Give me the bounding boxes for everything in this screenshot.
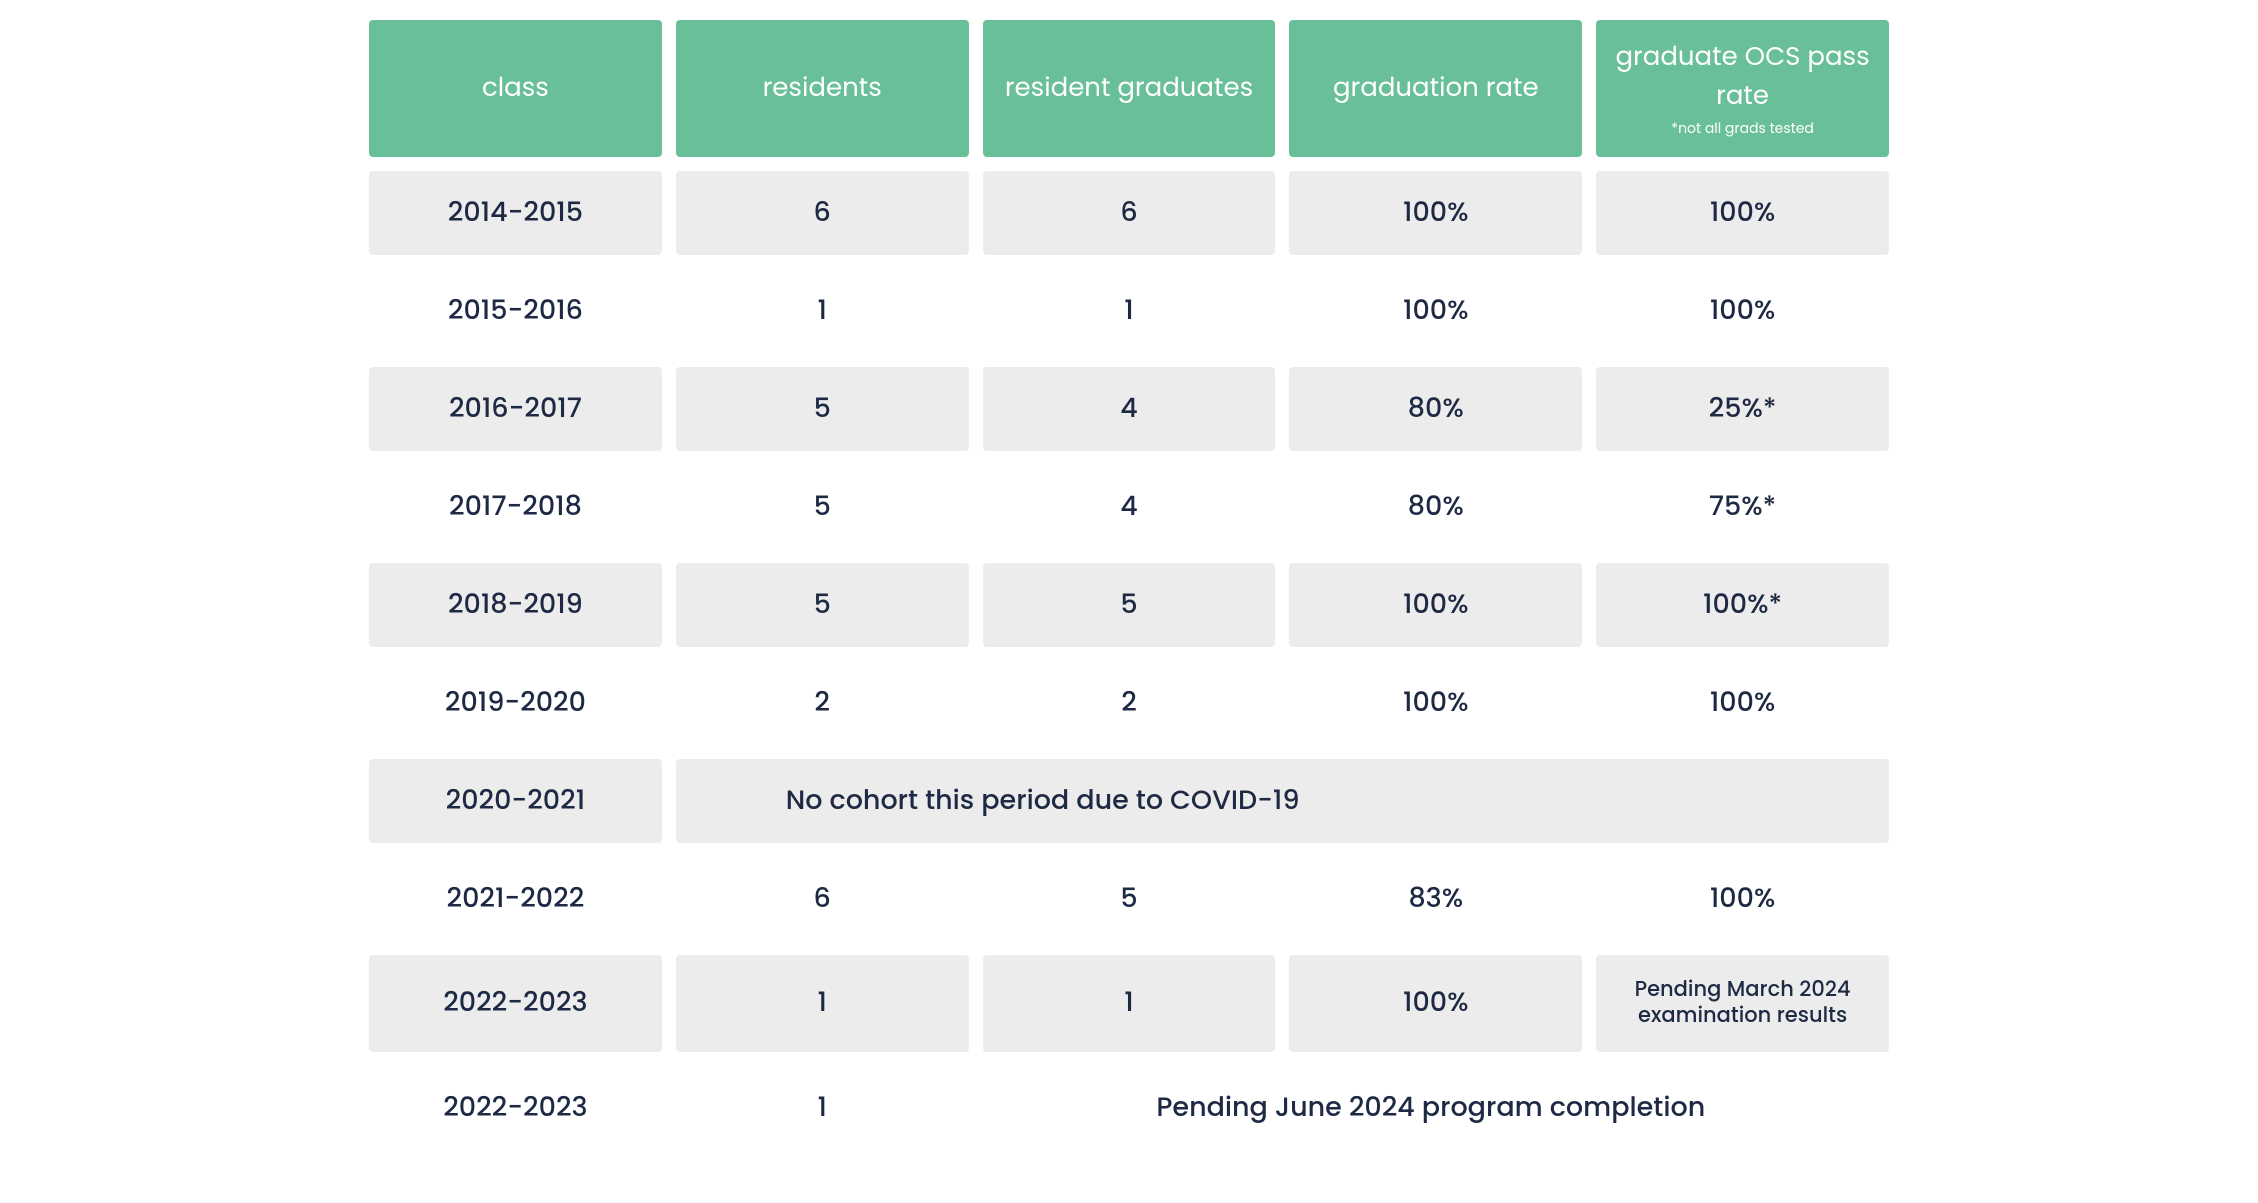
cell-class: 2020-2021 — [369, 759, 662, 843]
cell-class: 2017-2018 — [369, 465, 662, 549]
cell-residents: 1 — [676, 269, 969, 353]
cell-class: 2022-2023 — [369, 955, 662, 1052]
cell-grad-rate: 100% — [1289, 269, 1582, 353]
pending-line: Pending March 2024 — [1635, 977, 1851, 1003]
cell-residents: 1 — [676, 1066, 969, 1150]
residency-outcomes-table: class residents resident graduates gradu… — [369, 20, 1889, 1150]
header-label: class — [482, 69, 549, 108]
pending-line: examination results — [1638, 1003, 1847, 1029]
cell-residents: 6 — [676, 857, 969, 941]
table-header-row: class residents resident graduates gradu… — [369, 20, 1889, 157]
header-ocs-pass-rate: graduate OCS pass rate *not all grads te… — [1596, 20, 1889, 157]
table-row: 2021-2022 6 5 83% 100% — [369, 857, 1889, 941]
cell-graduates: 1 — [983, 269, 1276, 353]
cell-ocs: 100%* — [1596, 563, 1889, 647]
table-row: 2017-2018 5 4 80% 75%* — [369, 465, 1889, 549]
header-class: class — [369, 20, 662, 157]
table-row: 2022-2023 1 1 100% Pending March 2024 ex… — [369, 955, 1889, 1052]
table-row: 2015-2016 1 1 100% 100% — [369, 269, 1889, 353]
cell-class: 2018-2019 — [369, 563, 662, 647]
cell-residents: 5 — [676, 367, 969, 451]
cell-pending-completion-note: Pending June 2024 program completion — [983, 1066, 1889, 1150]
cell-ocs: 100% — [1596, 857, 1889, 941]
header-graduation-rate: graduation rate — [1289, 20, 1582, 157]
cell-residents: 5 — [676, 465, 969, 549]
cell-graduates: 5 — [983, 857, 1276, 941]
cell-graduates: 4 — [983, 367, 1276, 451]
cell-class: 2019-2020 — [369, 661, 662, 745]
cell-residents: 6 — [676, 171, 969, 255]
cell-residents: 2 — [676, 661, 969, 745]
cell-ocs: 75%* — [1596, 465, 1889, 549]
cell-ocs-pending: Pending March 2024 examination results — [1596, 955, 1889, 1052]
cell-ocs: 100% — [1596, 269, 1889, 353]
header-label: graduation rate — [1333, 69, 1539, 108]
cell-graduates: 6 — [983, 171, 1276, 255]
header-residents: residents — [676, 20, 969, 157]
cell-residents: 1 — [676, 955, 969, 1052]
header-subnote: *not all grads tested — [1671, 118, 1814, 139]
cell-grad-rate: 100% — [1289, 955, 1582, 1052]
header-label: graduate OCS pass rate — [1606, 38, 1879, 116]
cell-graduates: 5 — [983, 563, 1276, 647]
header-label: resident graduates — [1005, 69, 1253, 108]
cell-class: 2014-2015 — [369, 171, 662, 255]
table-row: 2014-2015 6 6 100% 100% — [369, 171, 1889, 255]
cell-grad-rate: 100% — [1289, 661, 1582, 745]
cell-class: 2015-2016 — [369, 269, 662, 353]
cell-ocs: 100% — [1596, 171, 1889, 255]
table-row: 2020-2021 No cohort this period due to C… — [369, 759, 1889, 843]
header-resident-graduates: resident graduates — [983, 20, 1276, 157]
cell-grad-rate: 100% — [1289, 563, 1582, 647]
cell-class: 2021-2022 — [369, 857, 662, 941]
cell-grad-rate: 80% — [1289, 465, 1582, 549]
cell-residents: 5 — [676, 563, 969, 647]
cell-graduates: 2 — [983, 661, 1276, 745]
cell-grad-rate: 100% — [1289, 171, 1582, 255]
cell-class: 2022-2023 — [369, 1066, 662, 1150]
table-row: 2022-2023 1 Pending June 2024 program co… — [369, 1066, 1889, 1150]
cell-graduates: 4 — [983, 465, 1276, 549]
cell-ocs: 25%* — [1596, 367, 1889, 451]
cell-grad-rate: 80% — [1289, 367, 1582, 451]
cell-graduates: 1 — [983, 955, 1276, 1052]
table-row: 2016-2017 5 4 80% 25%* — [369, 367, 1889, 451]
cell-class: 2016-2017 — [369, 367, 662, 451]
table-row: 2019-2020 2 2 100% 100% — [369, 661, 1889, 745]
cell-no-cohort-note: No cohort this period due to COVID-19 — [676, 759, 1889, 843]
cell-grad-rate: 83% — [1289, 857, 1582, 941]
cell-ocs: 100% — [1596, 661, 1889, 745]
header-label: residents — [763, 69, 882, 108]
table-row: 2018-2019 5 5 100% 100%* — [369, 563, 1889, 647]
